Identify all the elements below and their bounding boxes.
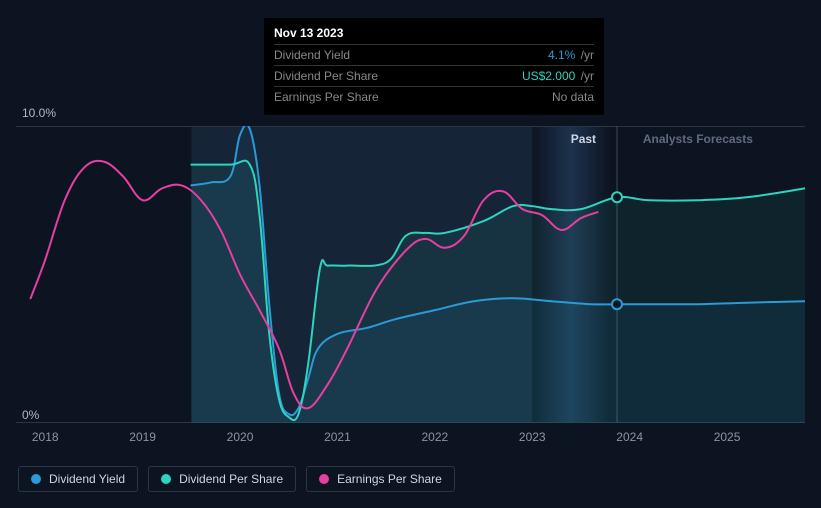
x-axis-tick: 2021 bbox=[324, 430, 351, 444]
legend-item[interactable]: Dividend Yield bbox=[18, 466, 138, 492]
tooltip-row-label: Earnings Per Share bbox=[274, 90, 379, 104]
x-axis-tick: 2020 bbox=[227, 430, 254, 444]
tooltip-row: Dividend Per Share US$2.000 /yr bbox=[274, 65, 594, 86]
x-axis-tick: 2024 bbox=[616, 430, 643, 444]
legend-label: Dividend Per Share bbox=[179, 472, 283, 486]
region-label-past: Past bbox=[571, 132, 596, 146]
x-axis-tick: 2019 bbox=[129, 430, 156, 444]
y-axis-min: 0% bbox=[22, 408, 39, 422]
x-axis-tick: 2022 bbox=[421, 430, 448, 444]
chart-legend: Dividend Yield Dividend Per Share Earnings… bbox=[18, 466, 455, 492]
legend-swatch bbox=[161, 474, 171, 484]
chart-plot[interactable]: Past Analysts Forecasts bbox=[16, 126, 805, 423]
legend-swatch bbox=[31, 474, 41, 484]
tooltip-row-value: No data bbox=[552, 90, 594, 104]
tooltip-row-label: Dividend Yield bbox=[274, 48, 350, 62]
legend-item[interactable]: Earnings Per Share bbox=[306, 466, 455, 492]
tooltip-row-label: Dividend Per Share bbox=[274, 69, 378, 83]
x-axis-tick: 2023 bbox=[519, 430, 546, 444]
legend-label: Earnings Per Share bbox=[337, 472, 442, 486]
x-axis: 2018 2019 2020 2021 2022 2023 2024 2025 bbox=[16, 430, 805, 448]
x-axis-tick: 2025 bbox=[714, 430, 741, 444]
chart-tooltip: Nov 13 2023 Dividend Yield4.1% /yrDivide… bbox=[264, 18, 604, 115]
region-label-forecast: Analysts Forecasts bbox=[643, 132, 753, 146]
legend-swatch bbox=[319, 474, 329, 484]
y-axis-max: 10.0% bbox=[22, 106, 56, 120]
tooltip-row-value: US$2.000 /yr bbox=[522, 69, 594, 83]
tooltip-row-value: 4.1% /yr bbox=[548, 48, 594, 62]
tooltip-row: Dividend Yield 4.1% /yr bbox=[274, 44, 594, 65]
x-axis-tick: 2018 bbox=[32, 430, 59, 444]
tooltip-row: Earnings Per Share No data bbox=[274, 86, 594, 107]
chart-svg bbox=[16, 126, 805, 423]
tooltip-date: Nov 13 2023 bbox=[274, 26, 594, 40]
legend-label: Dividend Yield bbox=[49, 472, 125, 486]
chart-area: 10.0% Past Analysts Forecasts 0% bbox=[16, 108, 805, 423]
legend-item[interactable]: Dividend Per Share bbox=[148, 466, 296, 492]
